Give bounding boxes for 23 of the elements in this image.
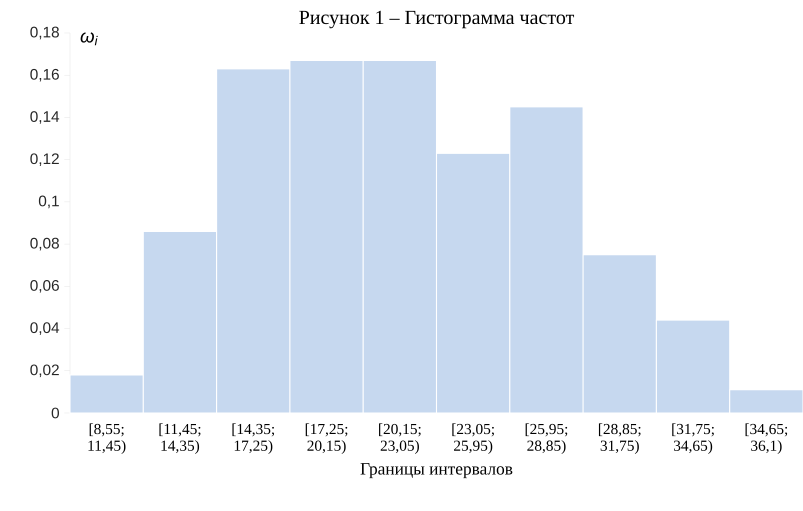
x-axis-title: Границы интервалов — [360, 463, 512, 478]
x-tick-label: [31,75; 34,65) — [672, 423, 714, 454]
x-tick-label: [11,45; 14,35) — [159, 423, 200, 454]
x-tick-label: [17,25; 20,15) — [306, 423, 348, 454]
x-tick-label: [25,95; 28,85) — [526, 423, 568, 454]
x-tick-label: [20,15; 23,05) — [379, 423, 421, 454]
x-tick-label: [34,65; 36,1) — [746, 423, 788, 454]
x-tick-label: [8,55; 11,45) — [88, 423, 126, 454]
y-tick-label: 0,16 — [30, 68, 59, 82]
y-tick-label: 0,14 — [30, 111, 60, 124]
x-tick-label: [14,35; 17,25) — [232, 423, 274, 454]
y-axis-title: ω$_{i}$ — [80, 32, 98, 46]
y-tick-label: 0,1 — [38, 196, 59, 208]
y-tick-label: 0,08 — [30, 238, 59, 250]
y-tick-label: 0,12 — [30, 153, 59, 166]
y-tick-label: 0,02 — [30, 364, 59, 378]
y-tick-label: 0,04 — [30, 322, 60, 335]
y-tick-label: 0,18 — [30, 26, 59, 40]
x-tick-label: [23,05; 25,95) — [452, 423, 494, 454]
y-tick-label: 0 — [52, 408, 59, 418]
x-tick-label: [28,85; 31,75) — [598, 423, 640, 454]
chart-title: Рисунок 1 – Гистограмма частот — [299, 10, 574, 28]
y-tick-label: 0,06 — [30, 280, 59, 293]
